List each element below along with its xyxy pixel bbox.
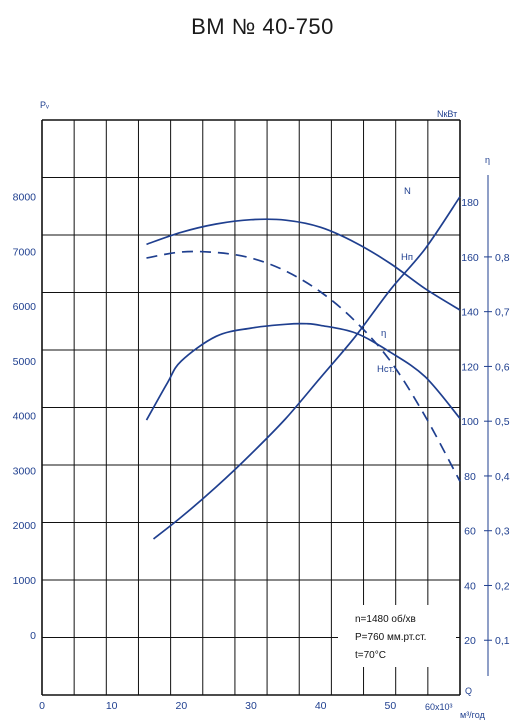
y-power-tick-label: 180 (461, 197, 479, 209)
curves (145, 196, 461, 540)
y-eff-tick-label: 0,4 (495, 471, 510, 483)
y-eff-tick-label: 0,8 (495, 252, 510, 264)
y-power-tick-label: 40 (464, 580, 476, 592)
x-axis-label: Q (465, 686, 472, 696)
y-left-tick-label: 4000 (13, 411, 37, 423)
y-power-tick-label: 160 (461, 252, 479, 264)
x-tick-label: 10 (106, 700, 118, 712)
y-power-tick-label: 140 (461, 307, 479, 319)
y-power-tick-label: 100 (461, 416, 479, 428)
x-tick-label: 40 (315, 700, 327, 712)
axis-labels: Pᵥ NкВт η Q 60х10³ м³/год (40, 100, 490, 720)
y-eff-tick-label: 0,6 (495, 361, 510, 373)
y-left-tick-label: 3000 (13, 465, 37, 477)
y-eff-tick-label: 0,5 (495, 416, 510, 428)
note-rpm: n=1480 об/хв (355, 613, 416, 625)
y-eff-tick-label: 0,2 (495, 580, 510, 592)
curve-labels: N Hп η Hст. (377, 186, 413, 375)
y-left-tick-label: 6000 (13, 301, 37, 313)
note-temp: t=70°C (355, 650, 386, 661)
grid (41, 119, 489, 696)
label-hst: Hст. (377, 364, 395, 375)
y-eff-label: η (485, 155, 490, 165)
curve-n (152, 196, 461, 540)
y-eff-tick-label: 0,7 (495, 307, 510, 319)
label-n: N (404, 186, 411, 197)
x-tick-label: 0 (39, 700, 45, 712)
curve-hst (146, 250, 461, 482)
y-eff-tick-label: 0,1 (495, 635, 510, 647)
y-power-label: NкВт (437, 109, 457, 119)
y-left-tick-label: 1000 (13, 575, 37, 587)
x-tick-label: 20 (175, 700, 187, 712)
y-left-tick-label: 2000 (13, 520, 37, 532)
y-power-tick-label: 20 (464, 635, 476, 647)
note-pressure: P=760 мм.рт.ст. (355, 632, 426, 643)
curve-hn (146, 218, 461, 311)
label-hn: Hп (401, 252, 413, 263)
tick-labels: 0 10 20 30 40 50 0 1000 2000 3000 4000 5000 6000 7000… (13, 192, 510, 712)
x-tick-label: 30 (245, 700, 257, 712)
operating-conditions-box: n=1480 об/хв P=760 мм.рт.ст. t=70°C (338, 605, 456, 667)
x-axis-multiplier: 60х10³ (425, 702, 453, 712)
y-left-tick-label: 0 (30, 630, 36, 642)
y-power-tick-label: 120 (461, 361, 479, 373)
x-axis-unit: м³/год (460, 710, 486, 720)
y-eff-tick-label: 0,3 (495, 526, 510, 538)
curve-eta (145, 322, 461, 421)
y-power-tick-label: 80 (464, 471, 476, 483)
y-left-tick-label: 8000 (13, 192, 37, 204)
y-left-tick-label: 5000 (13, 356, 37, 368)
y-left-label: Pᵥ (40, 100, 49, 110)
label-eta: η (381, 328, 386, 339)
y-power-tick-label: 60 (464, 526, 476, 538)
chart-title: ВМ № 40-750 (191, 14, 334, 39)
y-left-tick-label: 7000 (13, 246, 37, 258)
x-tick-label: 50 (384, 700, 396, 712)
